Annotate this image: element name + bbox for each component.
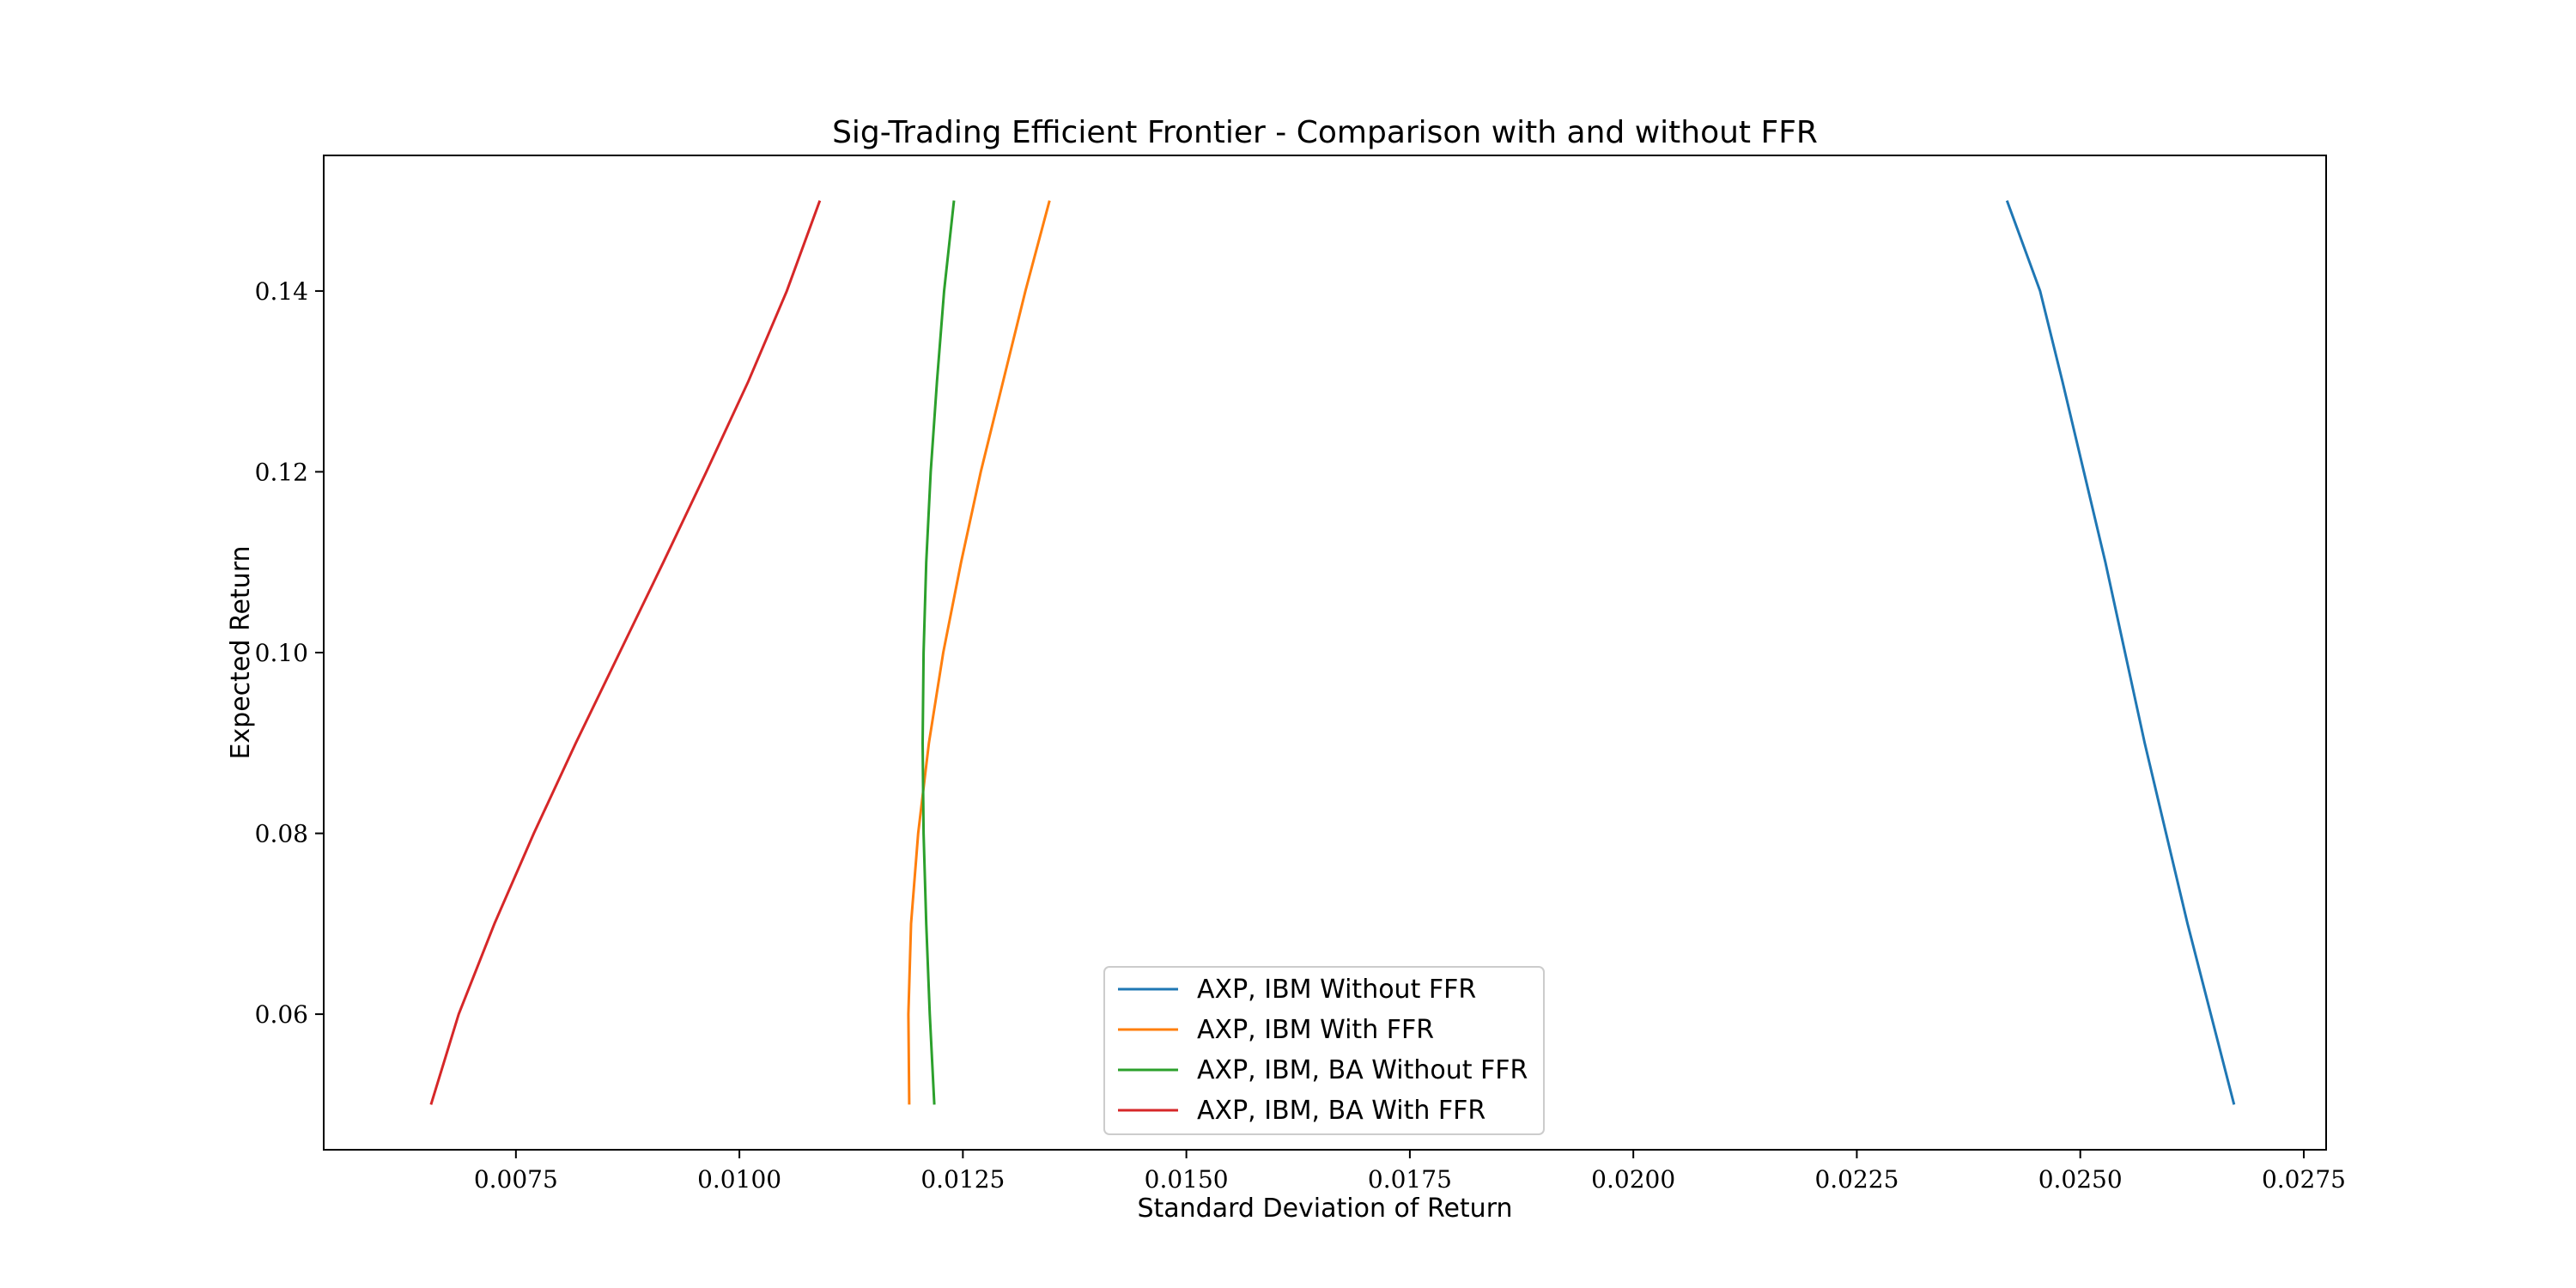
x-tick-label: 0.0275 bbox=[2262, 1165, 2346, 1194]
x-tick-label: 0.0175 bbox=[1368, 1165, 1452, 1194]
y-tick-label: 0.12 bbox=[255, 458, 308, 486]
series-group bbox=[429, 200, 2236, 1105]
x-axis-label: Standard Deviation of Return bbox=[1137, 1194, 1512, 1224]
y-axis-label: Expected Return bbox=[226, 545, 256, 759]
y-tick-label: 0.08 bbox=[255, 820, 308, 848]
legend: AXP, IBM Without FFR AXP, IBM With FFR AXP… bbox=[1103, 966, 1545, 1135]
series-line-4 bbox=[429, 200, 822, 1105]
series-line-2 bbox=[907, 200, 1051, 1105]
x-tick-label: 0.0225 bbox=[1814, 1165, 1899, 1194]
y-tick-label: 0.10 bbox=[255, 639, 308, 667]
x-tick-label: 0.0200 bbox=[1591, 1165, 1675, 1194]
series-line-1 bbox=[2005, 200, 2236, 1105]
y-tick-label: 0.14 bbox=[255, 277, 308, 306]
x-tick-label: 0.0125 bbox=[920, 1165, 1005, 1194]
y-axis-ticks: 0.06 0.08 0.10 0.12 0.14 bbox=[255, 277, 324, 1029]
x-tick-label: 0.0250 bbox=[2038, 1165, 2123, 1194]
legend-box bbox=[1103, 966, 1545, 1135]
series-line-3 bbox=[920, 200, 956, 1105]
legend-label-3: AXP, IBM, BA Without FFR bbox=[1197, 1055, 1528, 1085]
legend-label-4: AXP, IBM, BA With FFR bbox=[1197, 1096, 1485, 1126]
x-axis-ticks: 0.0075 0.0100 0.0125 0.0150 0.0175 0.0200 0.02… bbox=[474, 1150, 2346, 1194]
legend-items: AXP, IBM Without FFR AXP, IBM With FFR AXP… bbox=[1118, 975, 1528, 1126]
y-tick-label: 0.06 bbox=[255, 1000, 308, 1029]
x-tick-label: 0.0100 bbox=[697, 1165, 781, 1194]
chart-title: Sig-Trading Efficient Frontier - Compari… bbox=[832, 115, 1818, 150]
x-tick-label: 0.0150 bbox=[1145, 1165, 1229, 1194]
legend-label-2: AXP, IBM With FFR bbox=[1197, 1015, 1434, 1045]
x-tick-label: 0.0075 bbox=[474, 1165, 558, 1194]
plot-area: 0.0075 0.0100 0.0125 0.0150 0.0175 0.0200 0.02… bbox=[255, 155, 2346, 1194]
legend-label-1: AXP, IBM Without FFR bbox=[1197, 975, 1476, 1005]
